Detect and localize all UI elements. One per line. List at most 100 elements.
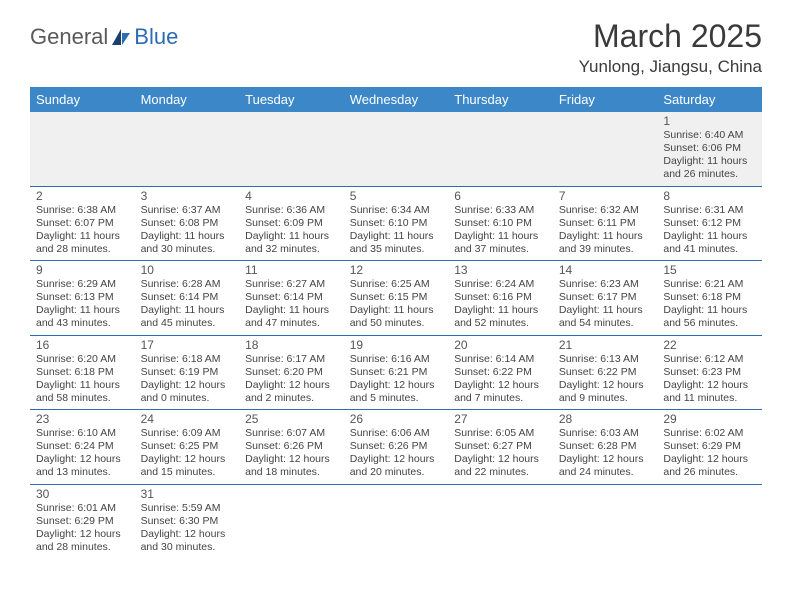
calendar-cell: 27Sunrise: 6:05 AMSunset: 6:27 PMDayligh… [448,410,553,485]
daylight-line: Daylight: 11 hours and 56 minutes. [663,304,756,330]
day-number: 14 [559,263,652,277]
day-number: 20 [454,338,547,352]
sunrise-line: Sunrise: 6:37 AM [141,204,234,217]
calendar-cell [239,112,344,186]
sunset-line: Sunset: 6:06 PM [663,142,756,155]
calendar-cell: 28Sunrise: 6:03 AMSunset: 6:28 PMDayligh… [553,410,658,485]
sunset-line: Sunset: 6:23 PM [663,366,756,379]
day-number: 10 [141,263,234,277]
sunrise-line: Sunrise: 6:17 AM [245,353,338,366]
calendar-cell [553,112,658,186]
sunset-line: Sunset: 6:20 PM [245,366,338,379]
sunrise-line: Sunrise: 6:36 AM [245,204,338,217]
calendar-cell: 4Sunrise: 6:36 AMSunset: 6:09 PMDaylight… [239,186,344,261]
sunrise-line: Sunrise: 6:16 AM [350,353,443,366]
sunset-line: Sunset: 6:17 PM [559,291,652,304]
day-number: 16 [36,338,129,352]
day-number: 28 [559,412,652,426]
calendar-cell [657,484,762,558]
sunrise-line: Sunrise: 6:29 AM [36,278,129,291]
calendar-cell [553,484,658,558]
sunrise-line: Sunrise: 6:21 AM [663,278,756,291]
daylight-line: Daylight: 12 hours and 5 minutes. [350,379,443,405]
calendar-cell: 12Sunrise: 6:25 AMSunset: 6:15 PMDayligh… [344,261,449,336]
daylight-line: Daylight: 11 hours and 39 minutes. [559,230,652,256]
calendar-cell: 30Sunrise: 6:01 AMSunset: 6:29 PMDayligh… [30,484,135,558]
calendar-cell [448,112,553,186]
sunrise-line: Sunrise: 6:25 AM [350,278,443,291]
daylight-line: Daylight: 11 hours and 28 minutes. [36,230,129,256]
calendar-cell: 2Sunrise: 6:38 AMSunset: 6:07 PMDaylight… [30,186,135,261]
calendar-cell: 13Sunrise: 6:24 AMSunset: 6:16 PMDayligh… [448,261,553,336]
sunrise-line: Sunrise: 6:24 AM [454,278,547,291]
day-number: 4 [245,189,338,203]
calendar-cell: 23Sunrise: 6:10 AMSunset: 6:24 PMDayligh… [30,410,135,485]
daylight-line: Daylight: 11 hours and 47 minutes. [245,304,338,330]
sunset-line: Sunset: 6:11 PM [559,217,652,230]
day-number: 29 [663,412,756,426]
sunset-line: Sunset: 6:10 PM [454,217,547,230]
sunrise-line: Sunrise: 6:23 AM [559,278,652,291]
sunset-line: Sunset: 6:29 PM [36,515,129,528]
sunset-line: Sunset: 6:12 PM [663,217,756,230]
sunrise-line: Sunrise: 6:27 AM [245,278,338,291]
page-title: March 2025 [579,18,762,55]
daylight-line: Daylight: 11 hours and 45 minutes. [141,304,234,330]
daylight-line: Daylight: 12 hours and 0 minutes. [141,379,234,405]
daylight-line: Daylight: 11 hours and 54 minutes. [559,304,652,330]
sunset-line: Sunset: 6:18 PM [663,291,756,304]
calendar-week-row: 2Sunrise: 6:38 AMSunset: 6:07 PMDaylight… [30,186,762,261]
day-number: 9 [36,263,129,277]
day-number: 26 [350,412,443,426]
location-text: Yunlong, Jiangsu, China [579,57,762,77]
daylight-line: Daylight: 11 hours and 58 minutes. [36,379,129,405]
day-number: 2 [36,189,129,203]
daylight-line: Daylight: 12 hours and 20 minutes. [350,453,443,479]
sunset-line: Sunset: 6:07 PM [36,217,129,230]
daylight-line: Daylight: 11 hours and 35 minutes. [350,230,443,256]
day-number: 1 [663,114,756,128]
sunrise-line: Sunrise: 6:07 AM [245,427,338,440]
daylight-line: Daylight: 11 hours and 43 minutes. [36,304,129,330]
calendar-cell [344,484,449,558]
weekday-header: Tuesday [239,87,344,112]
day-number: 18 [245,338,338,352]
calendar-cell: 14Sunrise: 6:23 AMSunset: 6:17 PMDayligh… [553,261,658,336]
calendar-cell: 31Sunrise: 5:59 AMSunset: 6:30 PMDayligh… [135,484,240,558]
daylight-line: Daylight: 11 hours and 32 minutes. [245,230,338,256]
sunrise-line: Sunrise: 6:13 AM [559,353,652,366]
calendar-cell: 9Sunrise: 6:29 AMSunset: 6:13 PMDaylight… [30,261,135,336]
day-number: 31 [141,487,234,501]
sunrise-line: Sunrise: 6:14 AM [454,353,547,366]
sunrise-line: Sunrise: 6:10 AM [36,427,129,440]
weekday-header: Friday [553,87,658,112]
sunrise-line: Sunrise: 6:34 AM [350,204,443,217]
calendar-week-row: 1Sunrise: 6:40 AMSunset: 6:06 PMDaylight… [30,112,762,186]
sunrise-line: Sunrise: 6:02 AM [663,427,756,440]
daylight-line: Daylight: 12 hours and 9 minutes. [559,379,652,405]
calendar-cell: 15Sunrise: 6:21 AMSunset: 6:18 PMDayligh… [657,261,762,336]
sunrise-line: Sunrise: 6:06 AM [350,427,443,440]
calendar-cell: 20Sunrise: 6:14 AMSunset: 6:22 PMDayligh… [448,335,553,410]
sunset-line: Sunset: 6:21 PM [350,366,443,379]
sunrise-line: Sunrise: 6:03 AM [559,427,652,440]
sunset-line: Sunset: 6:15 PM [350,291,443,304]
day-number: 13 [454,263,547,277]
calendar-cell [30,112,135,186]
calendar-cell: 8Sunrise: 6:31 AMSunset: 6:12 PMDaylight… [657,186,762,261]
sunset-line: Sunset: 6:28 PM [559,440,652,453]
day-number: 24 [141,412,234,426]
day-number: 30 [36,487,129,501]
sunrise-line: Sunrise: 6:31 AM [663,204,756,217]
calendar-cell [239,484,344,558]
daylight-line: Daylight: 11 hours and 30 minutes. [141,230,234,256]
day-number: 5 [350,189,443,203]
daylight-line: Daylight: 11 hours and 37 minutes. [454,230,547,256]
daylight-line: Daylight: 11 hours and 50 minutes. [350,304,443,330]
day-number: 21 [559,338,652,352]
calendar-cell: 1Sunrise: 6:40 AMSunset: 6:06 PMDaylight… [657,112,762,186]
calendar-cell: 7Sunrise: 6:32 AMSunset: 6:11 PMDaylight… [553,186,658,261]
calendar-cell: 21Sunrise: 6:13 AMSunset: 6:22 PMDayligh… [553,335,658,410]
logo-text-blue: Blue [134,24,178,50]
sunrise-line: Sunrise: 6:32 AM [559,204,652,217]
